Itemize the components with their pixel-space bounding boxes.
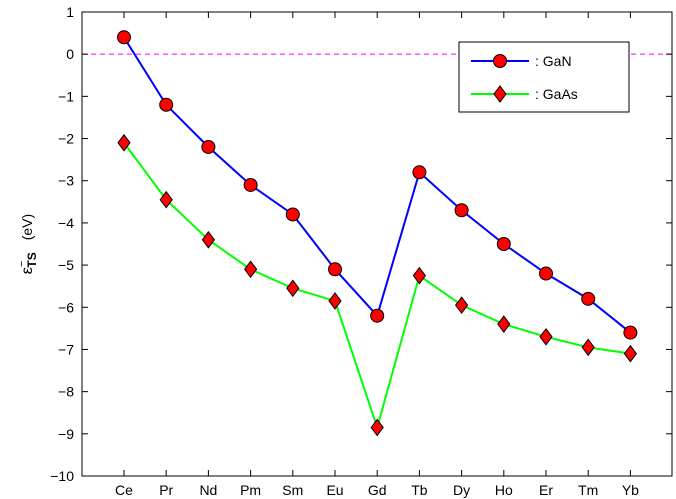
y-tick-label-8: −7 [58,341,74,357]
x-tick-label-10: Er [539,482,553,498]
y-axis-label-sup: − [16,261,28,267]
y-axis-label: ε−TS (eV) [16,214,39,274]
y-tick-label-5: −4 [58,215,74,231]
series-1-point-5 [328,292,342,310]
y-axis-label-symbol: ε [19,267,36,274]
legend-label-0: : GaN [535,53,572,69]
series-0-point-11 [581,291,596,306]
series-1-point-7 [412,266,427,285]
y-tick-label-0: 1 [66,4,74,20]
series-0-point-0 [117,30,131,45]
series-1-point-4 [286,279,300,298]
series-0-point-4 [285,207,300,222]
x-tick-label-12: Yb [622,482,639,498]
series-0-point-2 [201,139,216,154]
series-1-point-6 [370,418,384,437]
series-0-point-8 [454,203,469,218]
y-tick-label-6: −5 [58,257,74,273]
legend-label-1: : GaAs [535,86,578,102]
y-tick-label-3: −2 [58,131,74,147]
legend-marker-1 [493,85,507,103]
series-0-point-12 [623,325,638,340]
series-0-point-5 [328,262,342,277]
x-tick-label-5: Eu [326,482,343,498]
y-tick-label-2: −1 [58,88,74,104]
y-tick-label-4: −3 [58,173,74,189]
y-axis-label-text: ε−TS (eV) [16,214,39,274]
series-1-point-0 [117,133,131,152]
series-0-point-6 [370,308,385,323]
legend-box [458,41,630,113]
x-tick-label-7: Tb [411,482,428,498]
legend: : GaN : GaAs [458,41,630,113]
x-tick-label-1: Pr [159,482,173,498]
y-axis-label-unit: (eV) [19,214,35,240]
series-0-point-3 [243,177,258,192]
series-0-point-9 [496,237,511,251]
x-tick-label-0: Ce [115,482,133,498]
y-tick-label-9: −8 [58,384,74,400]
y-tick-label-11: −10 [50,468,74,484]
series-1-point-10 [539,327,553,346]
series-1-point-11 [581,338,595,357]
series-1-point-12 [623,344,638,363]
x-tick-label-8: Dy [453,482,470,498]
y-tick-label-10: −9 [58,426,74,442]
y-axis-label-group: ε−TS (eV) [16,214,39,274]
series-1-point-8 [454,296,469,314]
series-layer [117,30,638,437]
legend-marker-0 [493,54,507,68]
series-1-point-3 [243,260,258,279]
series-1-point-2 [201,230,216,249]
series-1-point-1 [159,190,173,209]
x-tick-label-4: Sm [282,482,303,498]
axes: 1 0 −1 −2 −3 −4 −5 −6 −7 −8 −9 −10 Ce Pr Nd Pm Sm Eu Gd Tb D… [50,4,673,498]
series-0-point-1 [159,97,174,112]
x-tick-label-2: Nd [199,482,217,498]
series-1-point-9 [497,315,511,333]
y-tick-label-7: −6 [58,299,74,315]
x-tick-label-11: Tm [578,482,598,498]
y-tick-label-1: 0 [66,46,74,62]
y-axis-label-sub: TS [25,252,39,267]
x-tick-label-3: Pm [240,482,261,498]
x-tick-label-9: Ho [495,482,513,498]
x-tick-label-6: Gd [368,482,387,498]
series-0-point-10 [539,266,553,281]
series-0-point-7 [412,165,427,180]
